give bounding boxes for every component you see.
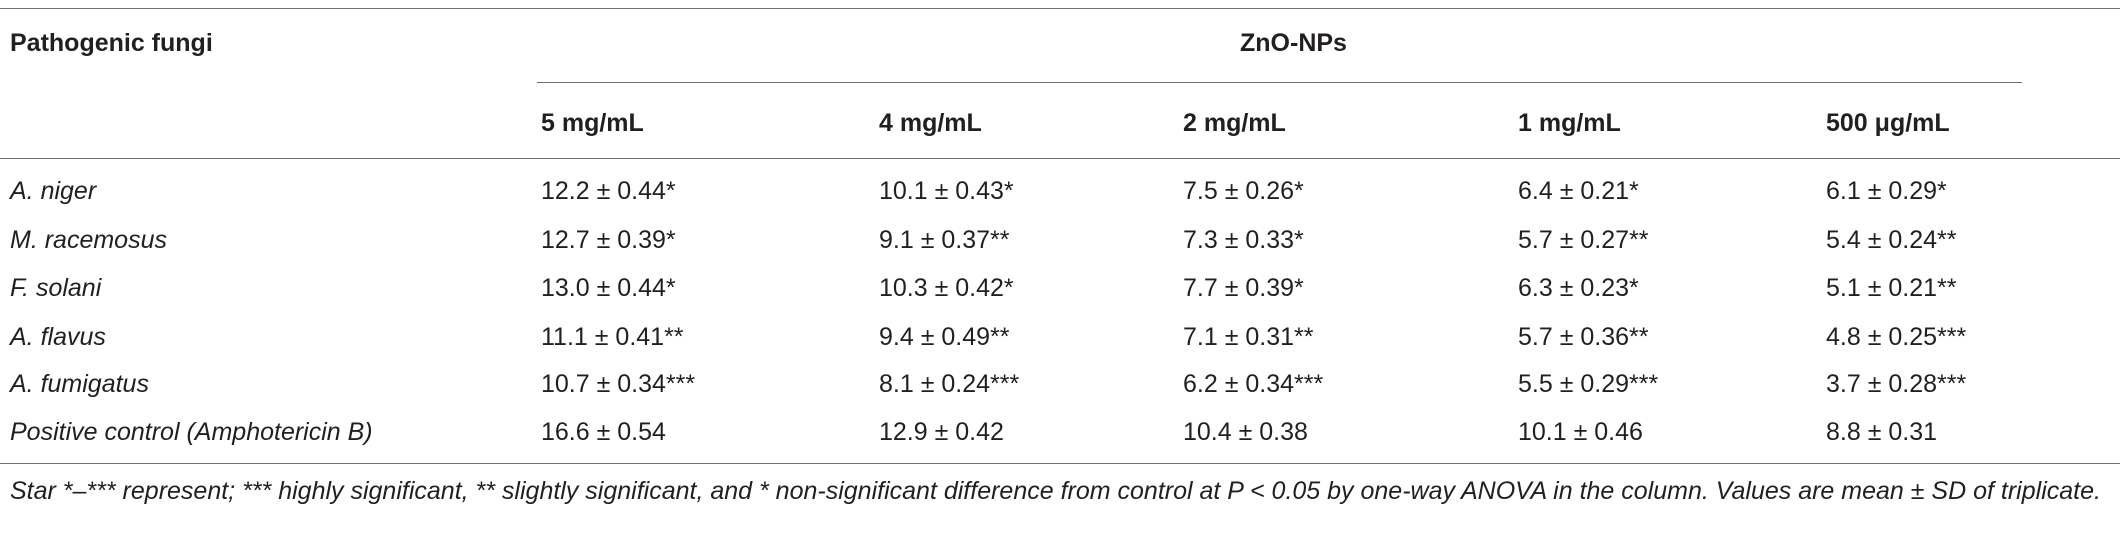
table-cell: 6.2 ± 0.34*** bbox=[1183, 370, 1324, 398]
table-cell: 5.7 ± 0.36** bbox=[1518, 323, 1649, 351]
table-cell: 12.9 ± 0.42 bbox=[879, 418, 1004, 446]
table-footnote: Star *–*** represent; *** highly signifi… bbox=[10, 477, 2101, 505]
table-cell: 7.5 ± 0.26* bbox=[1183, 177, 1304, 205]
table-bottom-rule bbox=[0, 463, 2120, 464]
table-cell: 13.0 ± 0.44* bbox=[541, 274, 676, 302]
table-cell: 5.4 ± 0.24** bbox=[1826, 226, 1957, 254]
table-cell: 7.1 ± 0.31** bbox=[1183, 323, 1314, 351]
table-cell: 8.8 ± 0.31 bbox=[1826, 418, 1938, 446]
table-cell: 10.7 ± 0.34*** bbox=[541, 370, 696, 398]
table-cell: 7.7 ± 0.39* bbox=[1183, 274, 1304, 302]
table-cell: 10.4 ± 0.38 bbox=[1183, 418, 1308, 446]
row-name: A. fumigatus bbox=[10, 370, 149, 398]
table-top-rule bbox=[0, 8, 2120, 9]
header-pathogenic-fungi: Pathogenic fungi bbox=[10, 29, 213, 57]
table-cell: 12.2 ± 0.44* bbox=[541, 177, 676, 205]
table-cell: 6.1 ± 0.29* bbox=[1826, 177, 1947, 205]
table-cell: 5.5 ± 0.29*** bbox=[1518, 370, 1659, 398]
header-concentration-5: 500 μg/mL bbox=[1826, 109, 1950, 137]
row-name: A. niger bbox=[10, 177, 97, 205]
header-concentration-1: 5 mg/mL bbox=[541, 109, 644, 137]
table-cell: 4.8 ± 0.25*** bbox=[1826, 323, 1967, 351]
table-cell: 6.4 ± 0.21* bbox=[1518, 177, 1639, 205]
group-header-underline bbox=[537, 82, 2022, 83]
header-zno-nps: ZnO-NPs bbox=[1240, 29, 1347, 57]
table-cell: 3.7 ± 0.28*** bbox=[1826, 370, 1967, 398]
table-cell: 10.1 ± 0.43* bbox=[879, 177, 1014, 205]
table-cell: 10.3 ± 0.42* bbox=[879, 274, 1014, 302]
table-cell: 7.3 ± 0.33* bbox=[1183, 226, 1304, 254]
table-cell: 10.1 ± 0.46 bbox=[1518, 418, 1643, 446]
header-concentration-2: 4 mg/mL bbox=[879, 109, 982, 137]
table-cell: 9.1 ± 0.37** bbox=[879, 226, 1010, 254]
table-cell: 6.3 ± 0.23* bbox=[1518, 274, 1639, 302]
row-name: M. racemosus bbox=[10, 226, 167, 254]
row-name: Positive control (Amphotericin B) bbox=[10, 418, 373, 446]
table-cell: 9.4 ± 0.49** bbox=[879, 323, 1010, 351]
table-cell: 16.6 ± 0.54 bbox=[541, 418, 666, 446]
table-cell: 11.1 ± 0.41** bbox=[541, 323, 684, 351]
header-concentration-4: 1 mg/mL bbox=[1518, 109, 1621, 137]
table-cell: 5.7 ± 0.27** bbox=[1518, 226, 1649, 254]
row-name: F. solani bbox=[10, 274, 102, 302]
table-cell: 5.1 ± 0.21** bbox=[1826, 274, 1957, 302]
header-bottom-rule bbox=[0, 158, 2120, 159]
header-concentration-3: 2 mg/mL bbox=[1183, 109, 1286, 137]
table-cell: 12.7 ± 0.39* bbox=[541, 226, 676, 254]
table-cell: 8.1 ± 0.24*** bbox=[879, 370, 1020, 398]
row-name: A. flavus bbox=[10, 323, 106, 351]
